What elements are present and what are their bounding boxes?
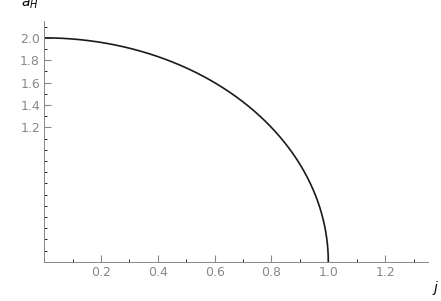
Text: $j$: $j$ [432, 279, 439, 297]
Text: $a_H$: $a_H$ [21, 0, 39, 11]
